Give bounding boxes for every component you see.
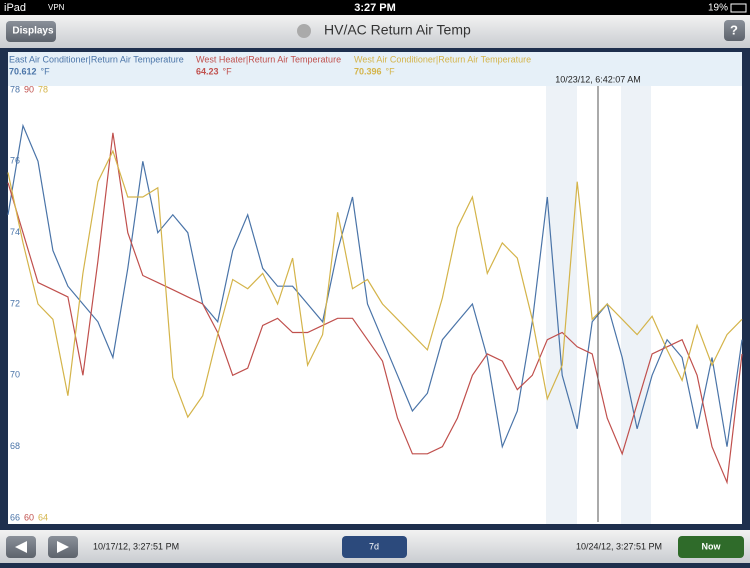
nav-icon [297, 24, 311, 38]
legend-value: 70.396 [354, 66, 382, 76]
legend-value: 64.23 [196, 66, 219, 76]
end-time: 10/24/12, 3:27:51 PM [576, 541, 662, 551]
legend-name: East Air Conditioner|Return Air Temperat… [9, 54, 184, 64]
battery-icon [730, 3, 747, 13]
y-tick-label: 78 [38, 84, 48, 94]
y-tick-label: 66 [10, 512, 20, 522]
y-tick-label: 74 [10, 227, 20, 237]
start-time: 10/17/12, 3:27:51 PM [93, 541, 179, 551]
y-tick-label: 60 [24, 512, 34, 522]
range-button[interactable] [342, 536, 407, 558]
legend-name: West Heater|Return Air Temperature [196, 54, 341, 64]
series-line [7, 132, 743, 485]
back-label[interactable]: Displays [12, 26, 54, 37]
range-label[interactable]: 7d [369, 541, 379, 551]
prev-arrow[interactable] [15, 541, 27, 553]
y-tick-label: 90 [24, 84, 34, 94]
help-label[interactable]: ? [730, 22, 738, 37]
y-tick-label: 72 [10, 298, 20, 308]
help-button[interactable] [724, 20, 745, 41]
legend-area [8, 52, 742, 86]
nav-title: HV/AC Return Air Temp [324, 22, 471, 38]
series-line [7, 149, 743, 419]
y-tick-label: 68 [10, 441, 20, 451]
legend-name: West Air Conditioner|Return Air Temperat… [354, 54, 531, 64]
status-bar [0, 0, 750, 15]
y-tick-label: 78 [10, 84, 20, 94]
cursor-label: 10/23/12, 6:42:07 AM [555, 74, 641, 84]
shaded-band [621, 86, 651, 524]
legend-unit: °F [386, 66, 396, 76]
shaded-band [546, 86, 577, 524]
y-tick-label: 64 [38, 512, 48, 522]
nav-bar [0, 15, 750, 48]
now-label[interactable]: Now [702, 541, 722, 551]
legend-value: 70.612 [9, 66, 37, 76]
legend-unit: °F [223, 66, 233, 76]
battery: 19% [708, 3, 728, 14]
y-tick-label: 70 [10, 370, 20, 380]
series-line [7, 123, 743, 449]
clock: 3:27 PM [354, 2, 396, 14]
back-button[interactable] [6, 21, 56, 42]
next-arrow[interactable] [57, 541, 69, 553]
plot-area [8, 86, 742, 524]
legend-unit: °F [41, 66, 51, 76]
vpn: VPN [48, 3, 65, 12]
device: iPad [4, 2, 26, 14]
now-button[interactable] [678, 536, 744, 558]
y-tick-label: 76 [10, 156, 20, 166]
